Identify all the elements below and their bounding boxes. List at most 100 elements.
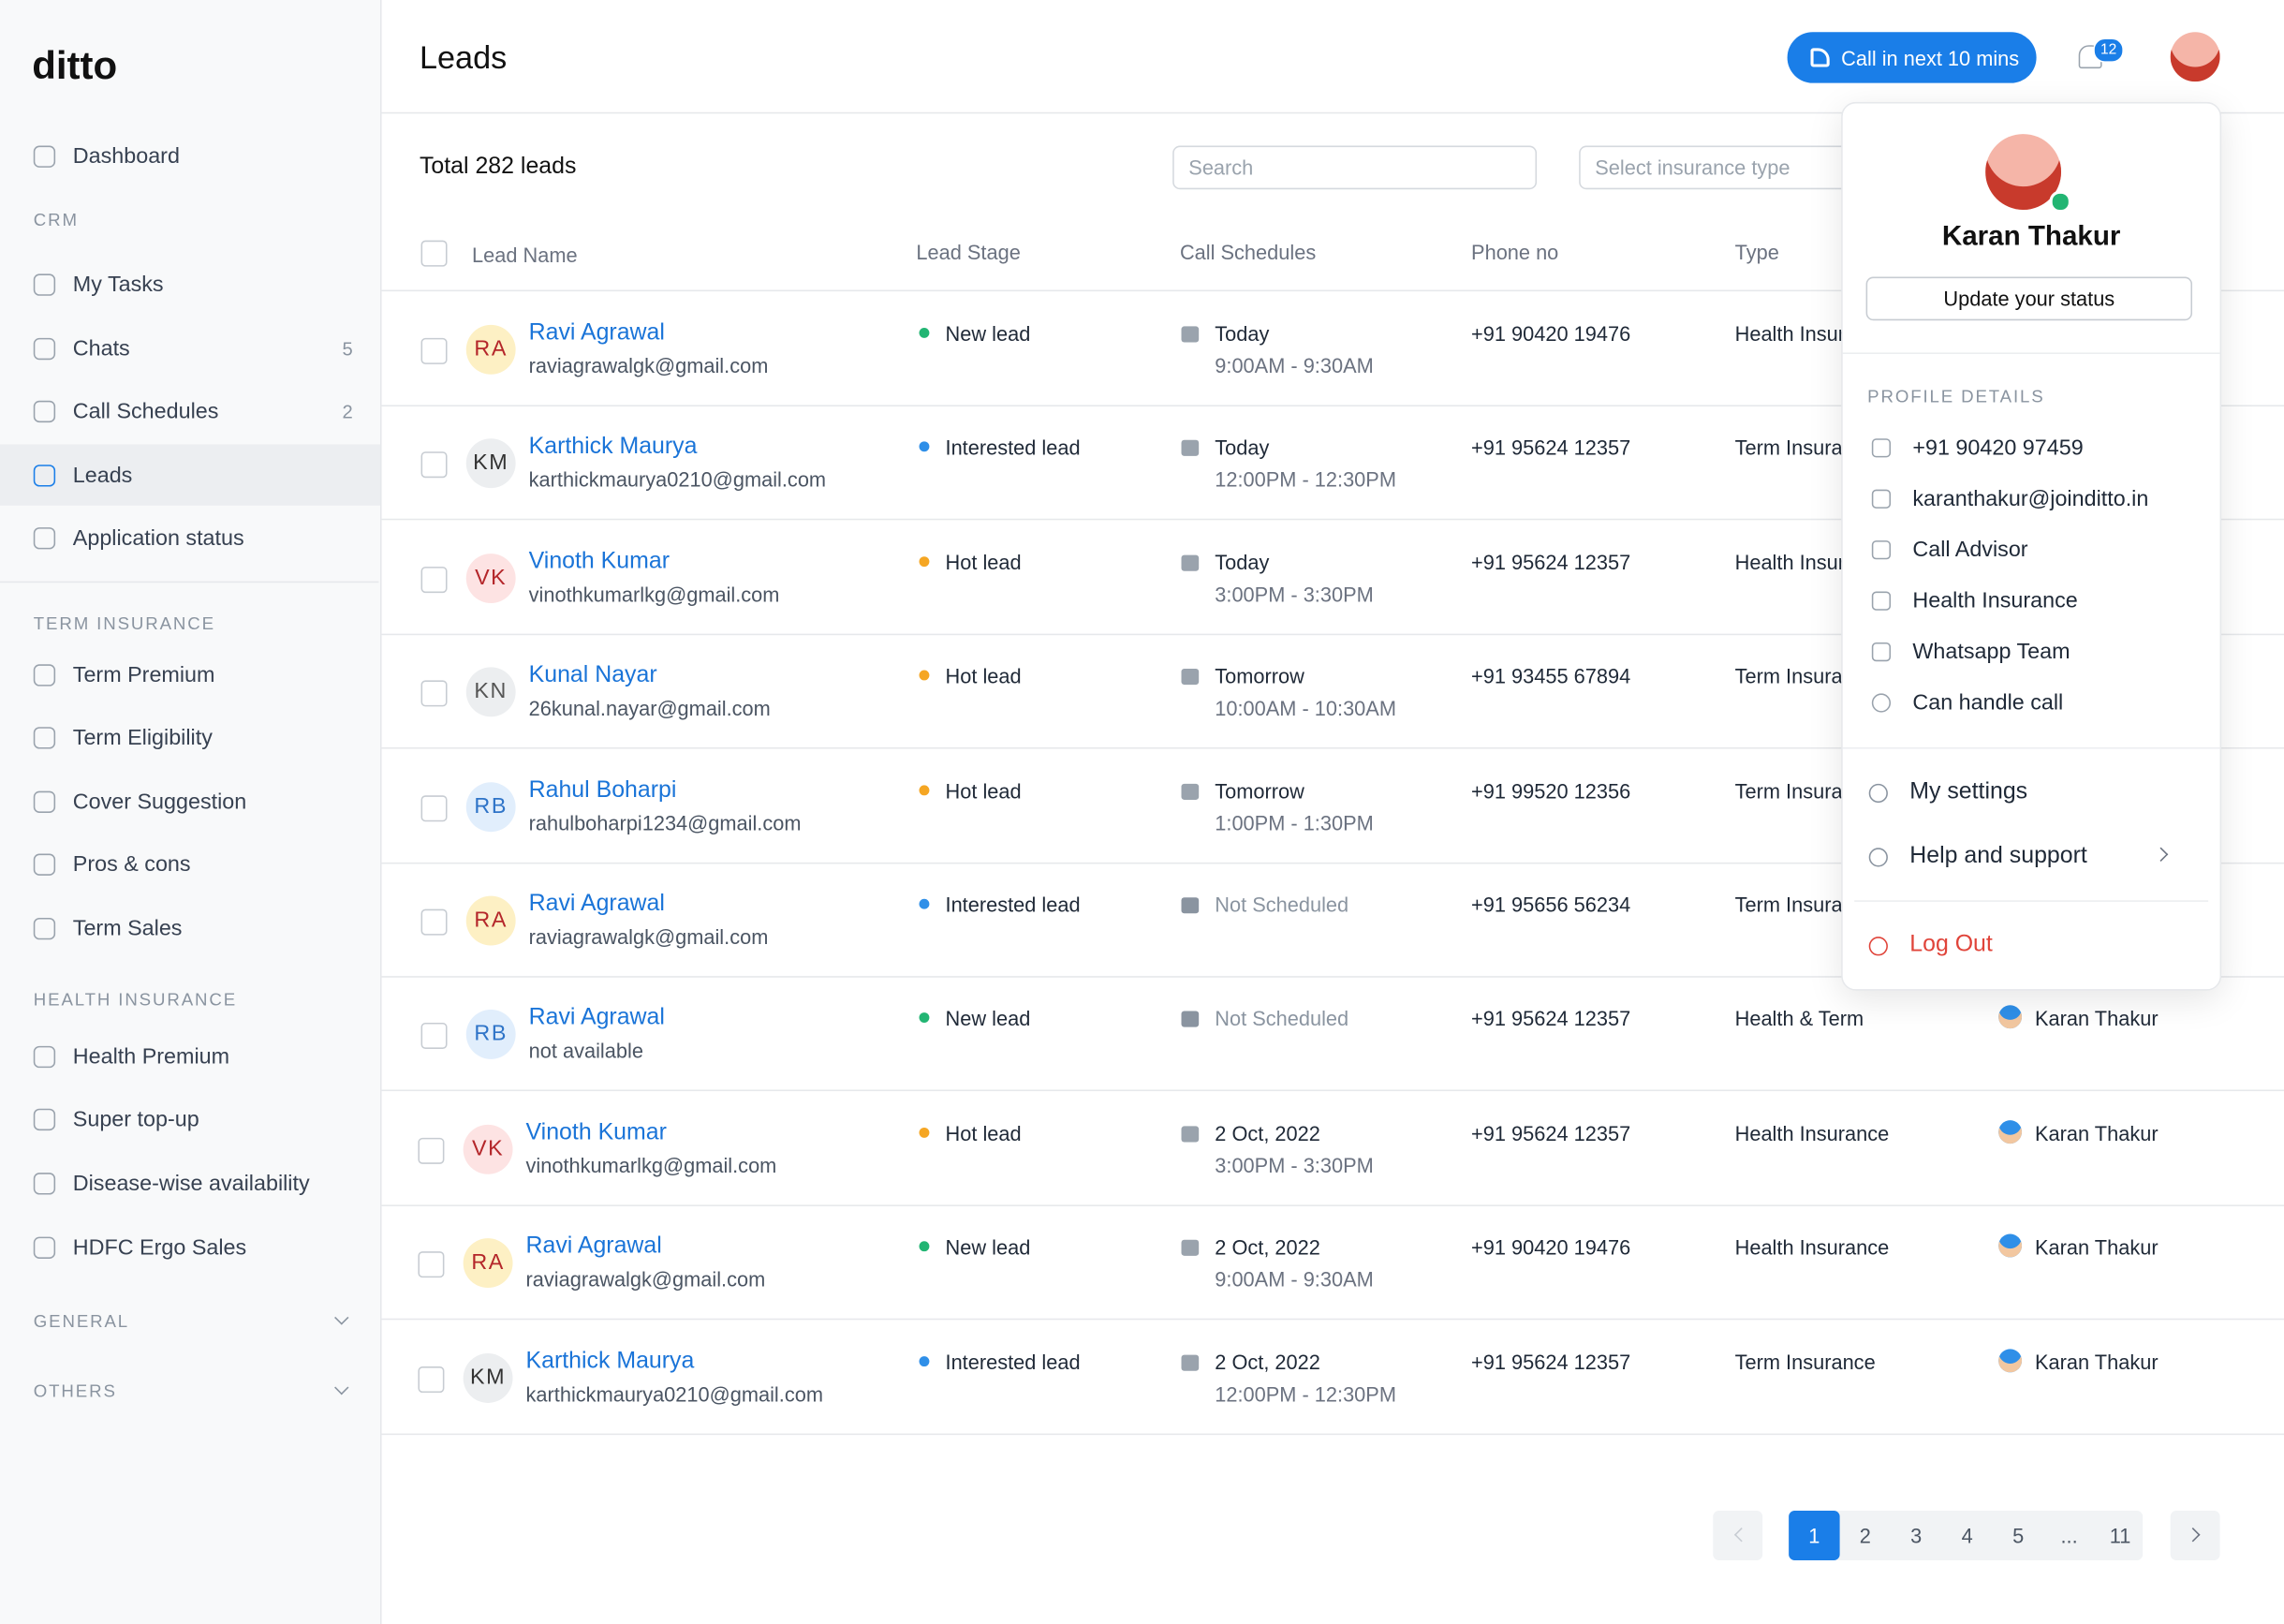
filter[interactable]: Select insurance type — [1579, 145, 1918, 190]
brand[interactable]: ditto — [32, 43, 118, 88]
checkbox[interactable] — [420, 794, 448, 821]
checkbox[interactable] — [420, 240, 448, 267]
nav-item[interactable]: Super top-up — [72, 1107, 199, 1132]
lead-name[interactable]: Ravi Agrawal — [528, 320, 665, 346]
page-button[interactable]: 1 — [1789, 1511, 1840, 1560]
search[interactable]: Search — [1172, 145, 1538, 190]
nav-icon — [33, 465, 56, 487]
lead-avatar: VK — [463, 1124, 513, 1174]
prev-page[interactable] — [1713, 1511, 1763, 1560]
nav-item[interactable]: Chats — [72, 336, 130, 362]
assignee-avatar — [1998, 1005, 2023, 1029]
row-divider — [381, 1319, 2284, 1321]
nav-icon — [33, 527, 56, 550]
lead-stage: New lead — [945, 321, 1031, 346]
calendar-icon — [1181, 1240, 1200, 1257]
lead-email: raviagrawalgk@gmail.com — [528, 924, 769, 949]
nav-item[interactable]: HDFC Ergo Sales — [72, 1235, 247, 1261]
stage-dot — [919, 327, 930, 338]
schedule-day: Today — [1215, 321, 1270, 346]
logout[interactable]: Log Out — [1909, 932, 1993, 957]
next-page[interactable] — [2170, 1511, 2220, 1560]
row-divider — [381, 862, 2284, 864]
nav-icon — [33, 790, 56, 813]
nav-item[interactable]: Pros & cons — [72, 851, 191, 878]
checkbox[interactable] — [420, 1023, 448, 1050]
lead-name[interactable]: Vinoth Kumar — [528, 549, 670, 574]
page-button[interactable]: 5 — [2012, 1524, 2025, 1547]
schedule-day: Not Scheduled — [1215, 1007, 1349, 1031]
nav-item[interactable]: Leads — [72, 463, 133, 489]
chevron — [2153, 847, 2169, 863]
nav-item[interactable]: Term Sales — [72, 916, 183, 941]
page-button[interactable]: ... — [2060, 1524, 2078, 1547]
nav-item[interactable]: Call Schedules — [72, 399, 219, 424]
schedule-time: 3:00PM - 3:30PM — [1215, 1153, 1374, 1177]
lead-stage: New lead — [945, 1235, 1031, 1260]
nav-icon — [33, 1236, 56, 1259]
lead-name[interactable]: Rahul Boharpi — [528, 777, 677, 803]
page-button[interactable]: 3 — [1910, 1524, 1923, 1547]
type: Health Insurance — [1734, 1121, 1890, 1145]
nav-item[interactable]: Cover Suggestion — [72, 790, 247, 815]
lead-name[interactable]: Ravi Agrawal — [525, 1233, 662, 1260]
checkbox[interactable] — [420, 566, 448, 593]
lead-name[interactable]: Vinoth Kumar — [525, 1119, 667, 1145]
lead-name[interactable]: Ravi Agrawal — [528, 1005, 665, 1031]
nav-item[interactable]: My Tasks — [72, 272, 164, 298]
section-heading: GENERAL — [33, 1310, 130, 1332]
total-leads: Total 282 leads — [419, 154, 577, 180]
page-button[interactable]: 11 — [2109, 1524, 2131, 1547]
checkbox[interactable] — [418, 1366, 445, 1393]
profile-detail: Whatsapp Team — [1912, 639, 2070, 665]
checkbox[interactable] — [418, 1137, 445, 1164]
column-header: Phone no — [1471, 240, 1559, 264]
row-divider — [381, 633, 2284, 635]
avatar[interactable] — [2170, 32, 2220, 82]
lead-stage: Hot lead — [945, 550, 1022, 574]
schedule-time: 1:00PM - 1:30PM — [1215, 810, 1374, 834]
logout-icon — [1868, 937, 1888, 956]
lead-name[interactable]: Ravi Agrawal — [528, 891, 665, 917]
stage-dot — [919, 784, 930, 795]
details-heading: PROFILE DETAILS — [1867, 386, 2045, 406]
schedule-day: Today — [1215, 436, 1270, 460]
assignee-avatar — [1998, 1119, 2023, 1144]
status-button[interactable]: Update your status — [1865, 276, 2193, 321]
detail-icon — [1871, 540, 1892, 560]
row-divider — [381, 1204, 2284, 1206]
active-bg — [0, 444, 380, 506]
page-button[interactable]: 4 — [1961, 1524, 1973, 1547]
calendar-icon — [1181, 1126, 1200, 1143]
lead-name[interactable]: Karthick Maurya — [528, 435, 698, 460]
stage-dot — [919, 555, 930, 567]
nav-item[interactable]: Application status — [72, 525, 244, 551]
nav-item[interactable]: Disease-wise availability — [72, 1171, 310, 1197]
type: Health & Term — [1734, 1007, 1864, 1031]
checkbox[interactable] — [418, 1251, 445, 1278]
nav-item[interactable]: Term Premium — [72, 662, 215, 688]
checkbox[interactable] — [420, 451, 448, 479]
lead-stage: New lead — [945, 1007, 1031, 1031]
menu-item[interactable]: My settings — [1909, 779, 2028, 805]
sidebar-divider — [0, 581, 379, 583]
lead-name[interactable]: Kunal Nayar — [528, 663, 657, 688]
lead-name[interactable]: Karthick Maurya — [525, 1348, 695, 1374]
phone: +91 93455 67894 — [1471, 664, 1631, 688]
nav-icon — [33, 1045, 56, 1069]
nav-icon — [33, 400, 56, 423]
calendar-icon — [1181, 669, 1200, 686]
call-button-text[interactable]: Call in next 10 mins — [1841, 46, 2020, 70]
menu-item[interactable]: Help and support — [1909, 843, 2087, 869]
assignee: Karan Thakur — [2035, 1007, 2159, 1031]
nav-item[interactable]: Dashboard — [72, 143, 180, 170]
nav-item[interactable]: Term Eligibility — [72, 725, 213, 751]
checkbox[interactable] — [420, 337, 448, 364]
checkbox[interactable] — [420, 908, 448, 936]
nav-icon — [33, 727, 56, 749]
page-button[interactable]: 2 — [1859, 1524, 1871, 1547]
section-heading: HEALTH INSURANCE — [33, 989, 238, 1010]
checkbox[interactable] — [420, 680, 448, 707]
nav-item[interactable]: Health Premium — [72, 1044, 230, 1070]
